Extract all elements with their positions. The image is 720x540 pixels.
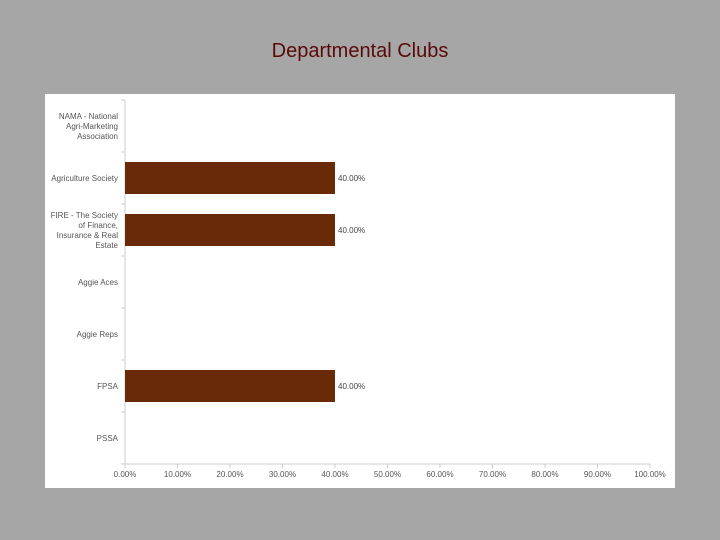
category-label-line: of Finance, <box>78 221 118 230</box>
slide-title: Departmental Clubs <box>271 40 449 62</box>
category-label: PSSA <box>97 434 119 443</box>
category-label-line: Aggie Reps <box>77 330 118 339</box>
category-label: Agriculture Society <box>51 174 118 183</box>
chart-panel: NAMA - National Agri-Marketing Association… <box>45 94 675 488</box>
x-tick-label: 10.00% <box>164 470 191 479</box>
category-label-line: Estate <box>95 241 118 250</box>
bars: 40.00% 40.00% 40.00% <box>125 162 365 402</box>
bar-chart: NAMA - National Agri-Marketing Association… <box>51 99 666 479</box>
category-label: NAMA - National Agri-Marketing Association <box>59 112 118 141</box>
x-tick-label: 90.00% <box>584 470 611 479</box>
category-label-line: PSSA <box>97 434 119 443</box>
x-tick-label: 100.00% <box>634 470 666 479</box>
data-label: 40.00% <box>338 174 365 183</box>
x-tick-label: 40.00% <box>321 470 348 479</box>
bar <box>125 370 335 402</box>
category-label-line: Association <box>77 132 118 141</box>
x-tick-label: 20.00% <box>216 470 243 479</box>
x-tick-label: 60.00% <box>426 470 453 479</box>
category-label: FPSA <box>97 382 119 391</box>
data-label: 40.00% <box>338 226 365 235</box>
y-axis: NAMA - National Agri-Marketing Association… <box>51 99 126 465</box>
data-label: 40.00% <box>338 382 365 391</box>
x-tick-label: 70.00% <box>479 470 506 479</box>
x-tick-label: 80.00% <box>531 470 558 479</box>
x-tick-label: 50.00% <box>374 470 401 479</box>
bar <box>125 162 335 194</box>
x-axis: 0.00% 10.00% 20.00% 30.00% 40.00% 50.00% 60.00… <box>114 463 666 479</box>
x-tick-label: 30.00% <box>269 470 296 479</box>
category-label-line: Agri-Marketing <box>66 122 118 131</box>
category-label-line: Insurance & Real <box>57 231 119 240</box>
bar <box>125 214 335 246</box>
category-label-line: Aggie Aces <box>78 278 118 287</box>
category-label: FIRE - The Society of Finance, Insurance &… <box>51 211 119 250</box>
category-label-line: FPSA <box>97 382 119 391</box>
category-label: Aggie Aces <box>78 278 118 287</box>
category-label-line: NAMA - National <box>59 112 118 121</box>
x-tick-label: 0.00% <box>114 470 137 479</box>
category-label-line: FIRE - The Society <box>51 211 118 220</box>
category-label-line: Agriculture Society <box>51 174 118 183</box>
category-label: Aggie Reps <box>77 330 118 339</box>
